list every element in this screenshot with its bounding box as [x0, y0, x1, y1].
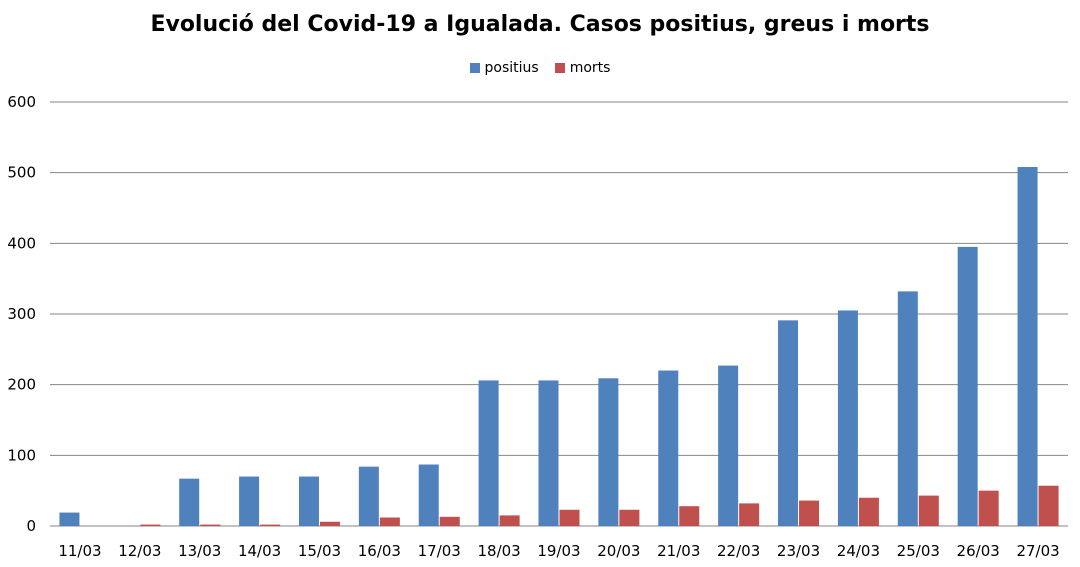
x-tick-label: 16/03: [358, 542, 401, 560]
x-tick-label: 20/03: [597, 542, 640, 560]
bar-positius: [478, 380, 499, 526]
bar-morts: [739, 503, 760, 526]
bar-morts: [499, 515, 520, 526]
x-tick-label: 27/03: [1016, 542, 1059, 560]
bar-positius: [298, 476, 319, 526]
x-tick-label: 11/03: [58, 542, 101, 560]
bar-positius: [658, 370, 679, 526]
bar-morts: [319, 521, 340, 526]
bar-morts: [260, 524, 281, 526]
y-tick-label: 300: [7, 305, 36, 323]
y-tick-label: 200: [7, 376, 36, 394]
y-tick-label: 100: [7, 446, 36, 464]
bar-morts: [559, 509, 580, 526]
bar-morts: [379, 517, 400, 526]
x-tick-label: 17/03: [418, 542, 461, 560]
bar-morts: [858, 497, 879, 526]
bar-morts: [1038, 485, 1059, 526]
y-tick-label: 600: [7, 93, 36, 111]
bar-morts: [978, 490, 999, 526]
bar-positius: [179, 478, 200, 526]
legend-label-morts: morts: [569, 60, 611, 76]
x-tick-label: 18/03: [478, 542, 521, 560]
x-tick-label: 14/03: [238, 542, 281, 560]
bar-morts: [200, 524, 221, 526]
bar-positius: [598, 378, 619, 526]
x-tick-label: 15/03: [298, 542, 341, 560]
x-tick-label: 13/03: [178, 542, 221, 560]
bar-morts: [918, 495, 939, 526]
bar-morts: [799, 500, 820, 526]
legend-item-positius: positius: [469, 60, 539, 76]
x-tick-label: 22/03: [717, 542, 760, 560]
x-tick-label: 19/03: [537, 542, 580, 560]
bar-positius: [778, 320, 799, 526]
x-tick-label: 12/03: [118, 542, 161, 560]
bar-positius: [957, 246, 978, 526]
x-tick-label: 25/03: [897, 542, 940, 560]
x-tick-label: 26/03: [957, 542, 1000, 560]
bar-morts: [679, 506, 700, 526]
bar-positius: [59, 512, 80, 526]
legend-label-positius: positius: [484, 60, 539, 76]
bar-positius: [837, 310, 858, 526]
bar-morts: [619, 509, 640, 526]
bar-morts: [140, 524, 161, 526]
x-tick-label: 24/03: [837, 542, 880, 560]
legend-swatch-morts: [554, 63, 565, 73]
y-tick-label: 400: [7, 234, 36, 252]
bar-positius: [897, 291, 918, 526]
bar-positius: [358, 466, 379, 526]
bar-positius: [418, 464, 439, 526]
chart-title: Evolució del Covid-19 a Igualada. Casos …: [150, 12, 930, 37]
legend: positius morts: [0, 60, 1080, 76]
x-tick-label: 21/03: [657, 542, 700, 560]
y-tick-label: 0: [26, 517, 36, 535]
x-tick-label: 23/03: [777, 542, 820, 560]
bar-positius: [239, 476, 260, 526]
y-tick-label: 500: [7, 164, 36, 182]
legend-item-morts: morts: [554, 60, 611, 76]
bar-positius: [538, 380, 559, 526]
bar-morts: [439, 516, 460, 526]
bar-positius: [718, 365, 739, 526]
bar-positius: [1017, 167, 1038, 526]
legend-swatch-positius: [469, 63, 480, 73]
